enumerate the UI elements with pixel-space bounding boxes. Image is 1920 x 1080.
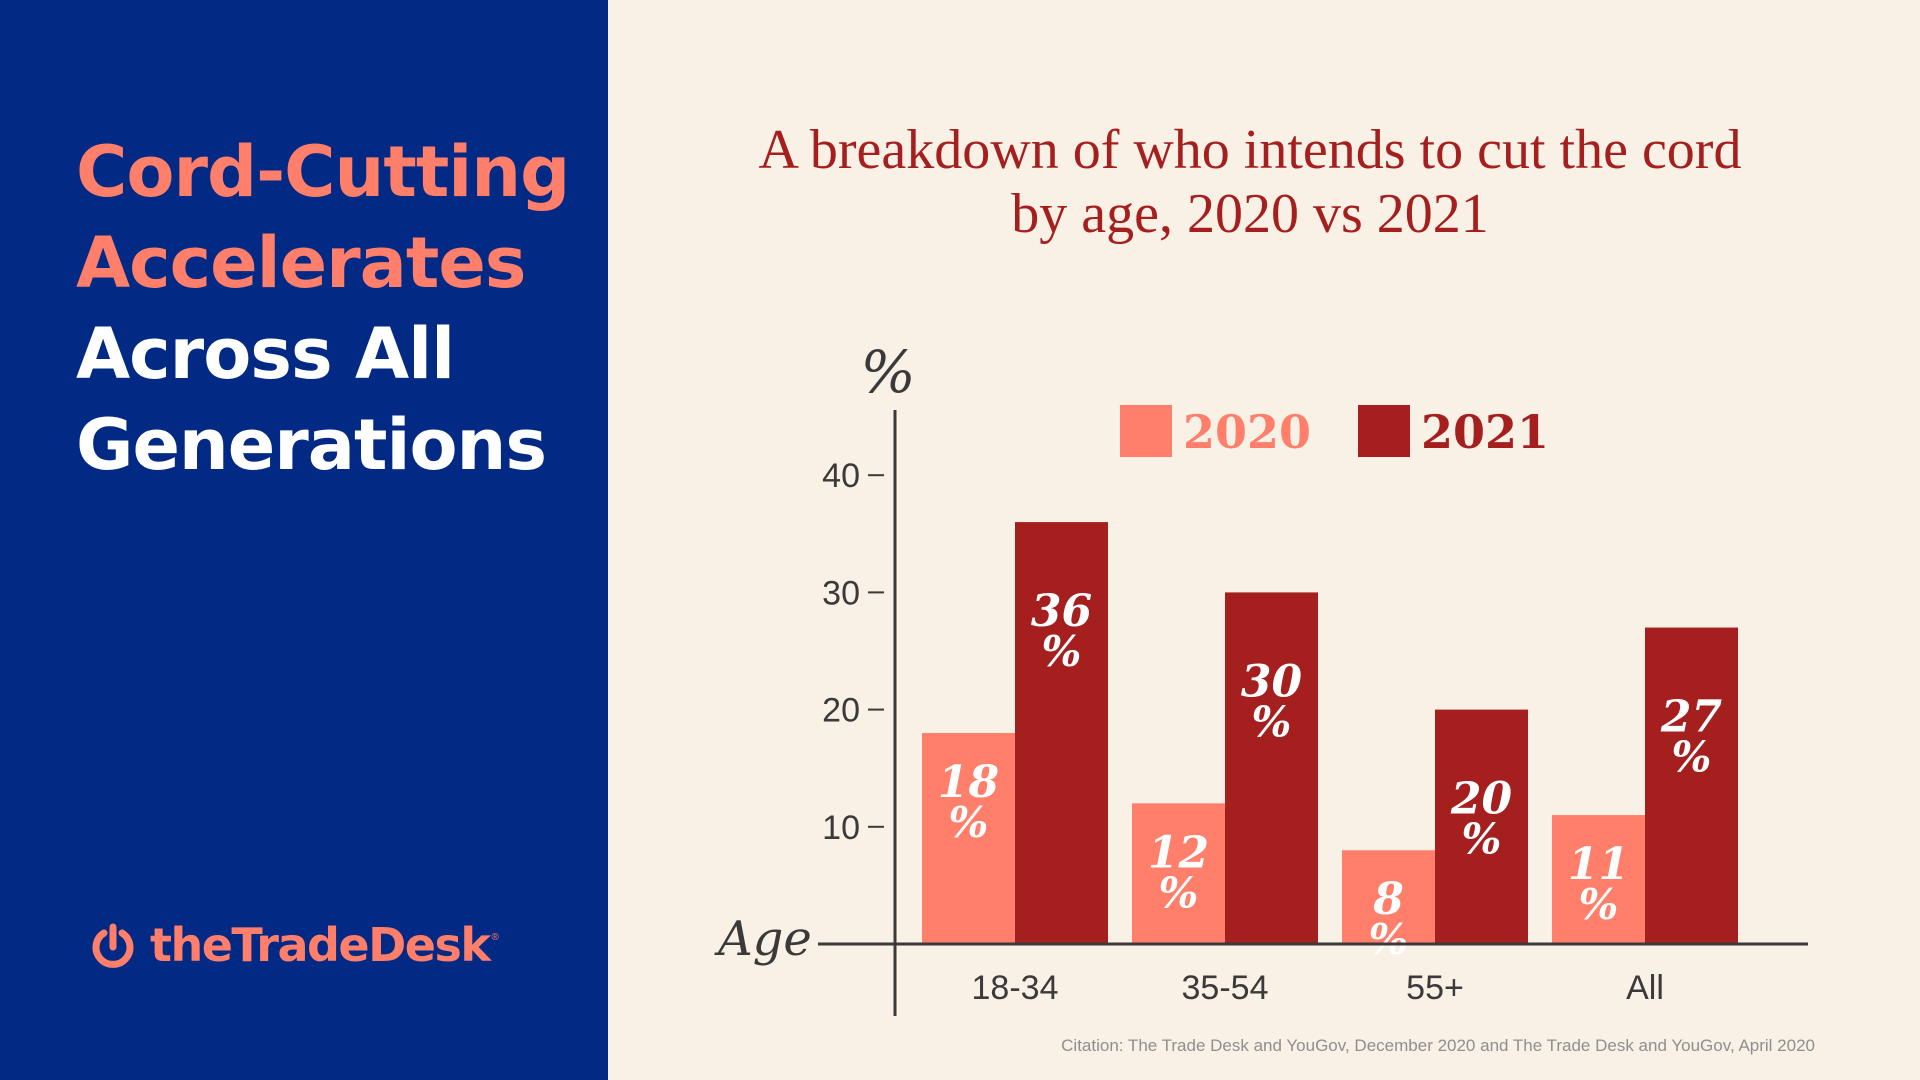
bar-2020-All xyxy=(1552,815,1645,944)
y-tick-label-30: 30 xyxy=(822,574,860,612)
data-label-percent-2021-All: % xyxy=(1672,733,1712,782)
x-tick-label-55+: 55+ xyxy=(1406,969,1464,1007)
trade-desk-logo: theTradeDesk ® xyxy=(90,918,499,972)
y-tick-label-20: 20 xyxy=(822,692,860,730)
data-label-percent-2021-18-34: % xyxy=(1042,627,1082,676)
headline-line-2: Accelerates xyxy=(76,222,526,304)
x-tick-label-18-34: 18-34 xyxy=(972,969,1059,1007)
data-label-percent-2021-35-54: % xyxy=(1252,697,1292,746)
chart-title-line-1: A breakdown of who intends to cut the co… xyxy=(758,119,1742,181)
bar-2021-All xyxy=(1645,627,1738,944)
trademark-symbol: ® xyxy=(491,932,499,943)
chart-title-line-2: by age, 2020 vs 2021 xyxy=(1011,183,1489,245)
x-tick-label-All: All xyxy=(1626,969,1664,1007)
y-tick-label-10: 10 xyxy=(822,809,860,847)
left-panel: Cord-Cutting Accelerates Across All Gene… xyxy=(0,0,608,1080)
data-label-2021-35-54: 30 xyxy=(1241,656,1303,707)
data-label-2020-35-54: 12 xyxy=(1148,827,1209,878)
legend-label-2020: 2020 xyxy=(1183,405,1311,459)
data-label-percent-2020-All: % xyxy=(1579,880,1619,929)
data-label-2020-All: 11 xyxy=(1568,839,1629,890)
data-label-percent-2020-55+: % xyxy=(1369,915,1409,964)
legend-label-2021: 2021 xyxy=(1421,405,1549,459)
bar-2021-18-34 xyxy=(1015,522,1108,944)
headline-line-4: Generations xyxy=(76,404,547,486)
legend-swatch-2021 xyxy=(1358,405,1410,457)
bar-2020-18-34 xyxy=(922,733,1015,944)
headline-line-3: Across All xyxy=(76,313,455,395)
headline-line-1: Cord-Cutting xyxy=(76,131,570,213)
chart-title: A breakdown of who intends to cut the co… xyxy=(640,118,1860,246)
data-label-percent-2020-18-34: % xyxy=(949,798,989,847)
bar-2020-55+ xyxy=(1342,850,1435,944)
citation: Citation: The Trade Desk and YouGov, Dec… xyxy=(1061,1036,1815,1055)
x-axis-label: Age xyxy=(714,911,812,967)
data-label-percent-2021-55+: % xyxy=(1462,815,1502,864)
legend-swatch-2020 xyxy=(1120,405,1172,457)
logo-text: theTradeDesk xyxy=(150,918,491,972)
power-icon xyxy=(92,923,134,968)
data-label-percent-2020-35-54: % xyxy=(1159,868,1199,917)
x-tick-label-35-54: 35-54 xyxy=(1182,969,1269,1007)
bar-2021-35-54 xyxy=(1225,592,1318,944)
y-axis-label: % xyxy=(860,338,915,406)
data-label-2020-55+: 8 xyxy=(1372,874,1404,925)
y-tick-label-40: 40 xyxy=(822,457,860,495)
data-label-2020-18-34: 18 xyxy=(938,757,999,808)
bar-2020-35-54 xyxy=(1132,803,1225,944)
data-label-2021-55+: 20 xyxy=(1450,774,1513,825)
data-label-2021-18-34: 36 xyxy=(1031,586,1092,637)
bar-2021-55+ xyxy=(1435,709,1528,944)
data-label-2021-All: 27 xyxy=(1660,692,1723,743)
